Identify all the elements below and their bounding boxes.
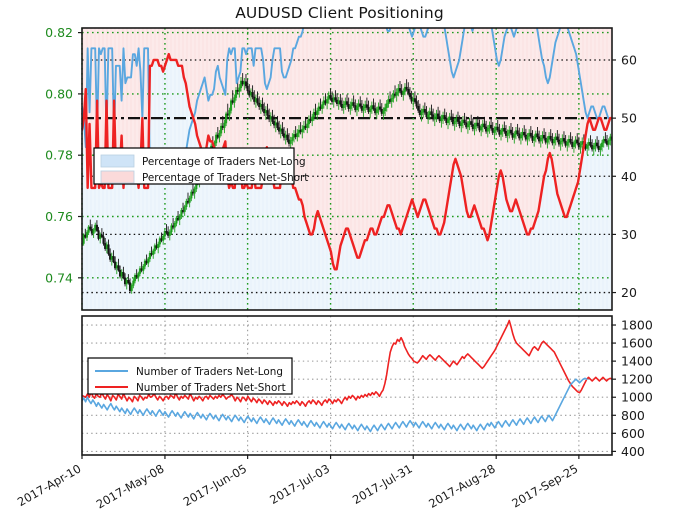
left-axis-tick: 0.80	[45, 86, 73, 101]
right-axis-tick: 20	[621, 285, 637, 300]
left-axis-tick: 0.76	[45, 209, 73, 224]
trader-count-legend[interactable]: Number of Traders Net-Long Number of Trad…	[87, 357, 293, 395]
positioning-legend[interactable]: Percentage of Traders Net-Long Percentage…	[93, 147, 308, 185]
right-axis-tick: 50	[621, 111, 637, 126]
x-axis-tick: 2017-Jul-31	[350, 461, 415, 506]
legend-label: Number of Traders Net-Short	[136, 382, 286, 394]
trader-count-axis-tick: 1200	[621, 372, 653, 387]
trader-count-grid-group	[81, 316, 612, 455]
legend-label: Number of Traders Net-Long	[136, 366, 283, 378]
trader-count-axis-tick: 600	[621, 426, 645, 441]
trader-count-axis-tick: 1600	[621, 336, 653, 351]
trader-count-axis-tick: 1800	[621, 318, 653, 333]
x-axis-tick: 2017-Jul-03	[267, 461, 332, 506]
right-axis-tick: 40	[621, 169, 637, 184]
x-axis-tick: 2017-Apr-10	[15, 461, 84, 509]
legend-label: Percentage of Traders Net-Short	[142, 172, 308, 184]
x-axis-tick: 2017-Aug-28	[426, 461, 497, 510]
trader-count-axis-tick: 800	[621, 408, 645, 423]
right-axis-tick: 30	[621, 227, 637, 242]
left-axis-tick: 0.82	[45, 25, 73, 40]
trader-count-line-group	[82, 319, 612, 433]
legend-label: Percentage of Traders Net-Long	[142, 156, 306, 168]
trader-count-frame	[81, 315, 613, 456]
trader-count-axis-tick: 400	[621, 444, 645, 459]
x-axis-tick: 2017-Sep-25	[509, 461, 580, 510]
x-axis-tick: 2017-May-08	[94, 461, 167, 511]
left-axis-tick: 0.78	[45, 148, 73, 163]
right-axis-tick: 60	[621, 52, 637, 67]
trader-count-axis-tick: 1000	[621, 390, 653, 405]
trader-count-axis-tick: 1400	[621, 354, 653, 369]
candlestick-group	[82, 73, 612, 294]
left-axis-tick: 0.74	[45, 270, 73, 285]
positioning-frame	[81, 27, 613, 311]
x-axis-tick: 2017-Jun-05	[181, 461, 249, 509]
page-title: AUDUSD Client Positioning	[235, 4, 444, 22]
